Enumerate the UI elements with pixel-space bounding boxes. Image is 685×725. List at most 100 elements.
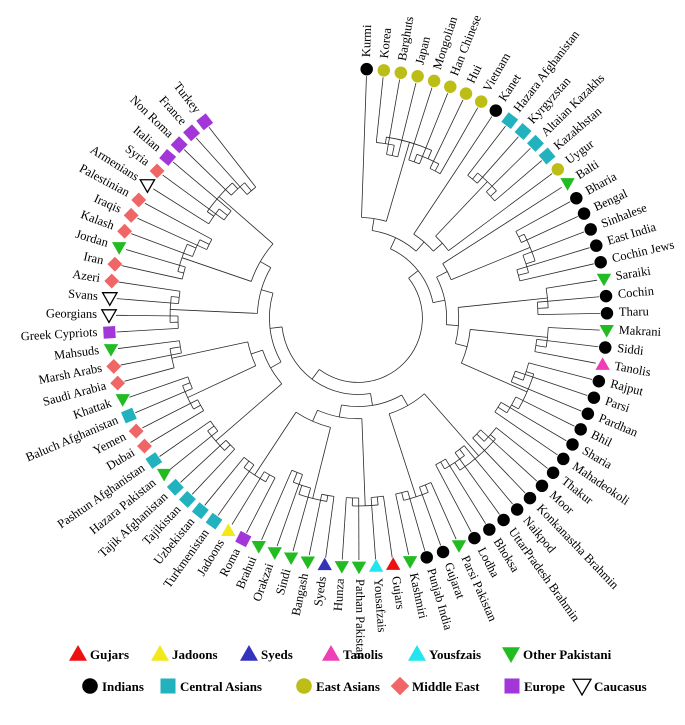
leaf-marker-east_asians [444,80,457,93]
leaf-marker-other_pakistani [402,556,418,569]
tree-branch [433,242,443,252]
tree-branch [439,107,479,174]
tree-arc [281,326,371,395]
legend: Gujars Jadoons Syeds Tanolis Yousfzais Other … [69,645,647,697]
legend-label-tanolis: Tanolis [343,647,383,662]
tree-branch [246,477,276,533]
tree-branch [536,338,599,348]
tree-branch [217,464,255,516]
legend-symbol-central_asians [160,678,176,694]
tree-branch [265,474,270,482]
leaf-marker-indians [497,513,510,527]
tree-arc [472,429,481,439]
tree-arc [454,445,465,453]
tree-branch [454,452,500,515]
leaf-label: Greek Cypriots [20,325,98,343]
tree-branch [383,496,393,558]
tree-branch [526,371,534,375]
tree-branch [442,186,562,264]
tree-branch [424,484,429,493]
tree-branch [361,418,366,506]
tree-branch [215,383,283,442]
tree-branch [397,82,417,157]
legend-symbol-middle_east [390,676,410,696]
leaf-marker-indians [483,523,496,536]
tree-branch [187,243,197,249]
leaf-label: Kurmi [359,24,374,58]
tree-branch [461,362,528,393]
tree-branch [534,351,596,364]
leaf-marker-indians [590,239,603,252]
tree-arc [486,191,495,202]
tree-branch [199,239,210,245]
leaf-marker-indians [594,256,607,269]
tree-branch [298,485,303,495]
tree-arc [293,481,311,489]
leaf-label: Syeds [311,575,329,607]
leaf-marker-east_asians [474,95,488,108]
tree-arc [319,277,423,383]
tree-branch [535,345,547,348]
tree-branch [486,147,531,193]
leaf-marker-indians [360,62,373,76]
tree-branch [415,241,425,252]
leaf-marker-other_pakistani [596,273,612,287]
tree-branch [170,309,258,314]
leaf-marker-indians [574,423,587,436]
leaf-marker-central_asians [145,452,163,469]
leaf-label: Barghuts [395,15,417,62]
tree-arc [419,482,432,488]
leaf-label: Parsi [603,394,632,415]
leaf-marker-europe [159,148,177,166]
leaf-marker-indians [489,104,503,117]
tree-branch [384,136,387,144]
tree-branch [436,271,448,278]
tree-branches [116,76,600,561]
tree-branch [341,497,347,560]
tree-branch [208,127,257,188]
leaf-marker-yousfzais [368,559,384,572]
leaf-marker-europe [235,530,252,548]
tree-branch [513,376,524,381]
tree-branch [480,429,538,482]
tree-arc [494,402,502,413]
tree-branch [171,341,248,359]
leaf-marker-middle_east [137,438,152,454]
leaf-marker-east_asians [459,87,473,100]
tree-branch [131,233,193,257]
tree-branch [250,349,263,355]
tree-branch [171,296,180,298]
tree-branch [391,145,395,156]
tree-branch [419,93,449,164]
leaf-marker-other_pakistani [156,468,172,482]
tree-branch [450,246,531,281]
tree-arc [264,471,276,479]
tree-branch [195,137,248,195]
tree-branch [292,487,311,552]
tree-branch [183,149,232,196]
tree-branch [204,457,245,506]
tree-arc [483,427,497,442]
tree-branch [118,281,181,292]
leaf-label: Makrani [618,323,662,339]
tree-branch [385,142,410,222]
tree-branch [408,87,433,161]
tree-arc [522,255,529,273]
leaf-marker-east_asians [411,70,424,83]
leaf-marker-indians [592,375,606,388]
leaf-marker-other_pakistani [267,547,282,560]
tree-branch [424,393,479,457]
tree-arc [246,186,257,195]
tree-branch [515,201,571,232]
leaf-marker-central_asians [121,407,137,424]
leaf-marker-indians [557,452,570,466]
tree-branch [435,464,472,533]
leaf-marker-other_pakistani [103,344,119,357]
tree-branch [169,346,181,349]
leaf-marker-tanolis [595,357,610,370]
tree-branch [124,367,175,382]
tree-branch [448,173,553,252]
tree-arc [510,371,516,382]
tree-branch [490,434,496,440]
tree-branch [516,247,590,271]
